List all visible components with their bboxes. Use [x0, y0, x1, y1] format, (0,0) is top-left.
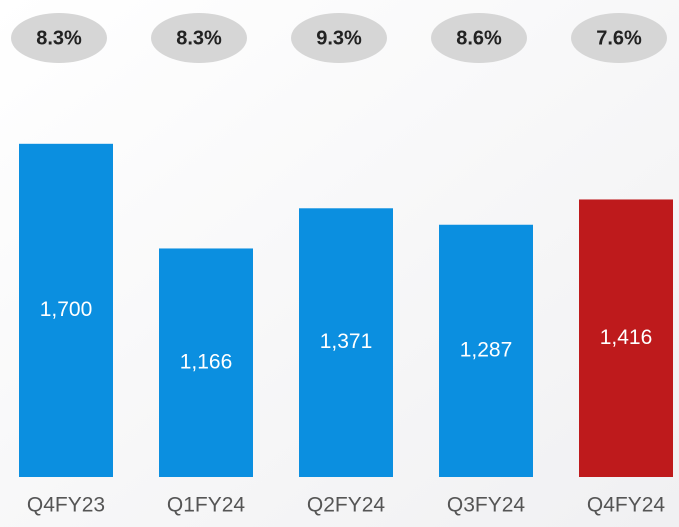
margin-bubble [291, 13, 387, 63]
margin-label: 8.6% [456, 27, 502, 49]
bar [159, 248, 253, 477]
bar-value-label: 1,371 [320, 330, 373, 353]
margin-label: 7.6% [596, 27, 642, 49]
bar-value-label: 1,166 [180, 350, 233, 373]
margin-bubble [431, 13, 527, 63]
margin-label: 9.3% [316, 27, 362, 49]
bar [299, 208, 393, 477]
bar [439, 224, 533, 477]
x-tick-label: Q2FY24 [307, 494, 386, 517]
bar-value-label: 1,416 [600, 326, 653, 349]
margin-bubble [571, 13, 667, 63]
margin-bubble [11, 13, 107, 63]
bar [19, 143, 113, 478]
x-tick-label: Q1FY24 [167, 494, 246, 517]
x-tick-label: Q4FY23 [27, 494, 105, 517]
x-tick-label: Q4FY24 [587, 494, 666, 517]
x-tick-label: Q3FY24 [447, 494, 526, 517]
margin-bubble [151, 13, 247, 63]
bar-value-label: 1,287 [460, 338, 513, 361]
bar-value-label: 1,700 [40, 298, 93, 321]
margin-label: 8.3% [176, 27, 222, 49]
bar [579, 199, 673, 478]
margin-label: 8.3% [36, 27, 82, 49]
